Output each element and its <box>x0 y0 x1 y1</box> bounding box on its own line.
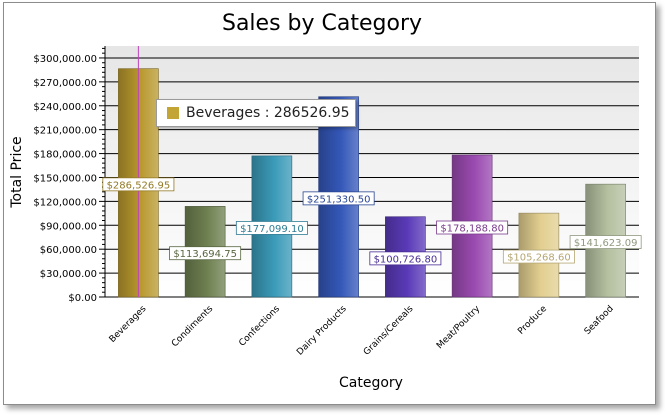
x-axis-label: Category <box>339 375 403 391</box>
data-label: $177,099.10 <box>240 224 304 235</box>
y-tick-label: $240,000.00 <box>33 102 97 113</box>
data-label-box <box>369 251 442 266</box>
y-axis-label: Total Price <box>9 136 25 208</box>
x-tick-label: Grains/Cereals <box>362 304 416 358</box>
x-tick-label: Seafood <box>583 304 616 337</box>
y-tick-label: $0.00 <box>68 293 97 304</box>
x-tick-label: Produce <box>516 304 549 337</box>
data-label-box <box>302 191 375 206</box>
data-label: $100,726.80 <box>374 254 438 265</box>
data-label: $105,268.60 <box>507 253 571 264</box>
data-label: $178,188.80 <box>440 224 504 235</box>
y-tick-label: $210,000.00 <box>33 126 97 137</box>
tooltip-swatch <box>167 107 179 119</box>
data-label: $251,330.50 <box>307 194 371 205</box>
x-tick-label: Condiments <box>170 304 215 349</box>
data-label-box <box>502 249 575 264</box>
data-label-box <box>436 220 509 235</box>
data-label-box <box>169 246 242 261</box>
y-tick-label: $120,000.00 <box>33 197 97 208</box>
y-tick-label: $60,000.00 <box>40 245 97 256</box>
x-tick-label: Beverages <box>108 304 149 345</box>
tooltip: Beverages : 286526.95 <box>156 99 356 127</box>
y-tick-label: $270,000.00 <box>33 78 97 89</box>
data-label-box <box>569 235 642 249</box>
x-tick-label: Dairy Products <box>295 304 349 358</box>
tooltip-label: Beverages : 286526.95 <box>186 105 350 121</box>
data-label: $113,694.75 <box>173 249 237 260</box>
data-label: $141,623.09 <box>574 238 638 249</box>
chart-title: Sales by Category <box>222 11 422 36</box>
y-tick-label: $150,000.00 <box>33 173 97 184</box>
y-tick-label: $90,000.00 <box>40 221 97 232</box>
y-tick-label: $30,000.00 <box>40 269 97 280</box>
y-tick-label: $180,000.00 <box>33 150 97 161</box>
x-tick-label: Meat/Poultry <box>435 304 483 352</box>
data-label: $286,526.95 <box>107 180 171 191</box>
x-tick-label: Confections <box>237 304 282 349</box>
data-label-box <box>102 177 175 192</box>
data-label-box <box>235 221 308 235</box>
y-tick-label: $300,000.00 <box>33 54 97 65</box>
